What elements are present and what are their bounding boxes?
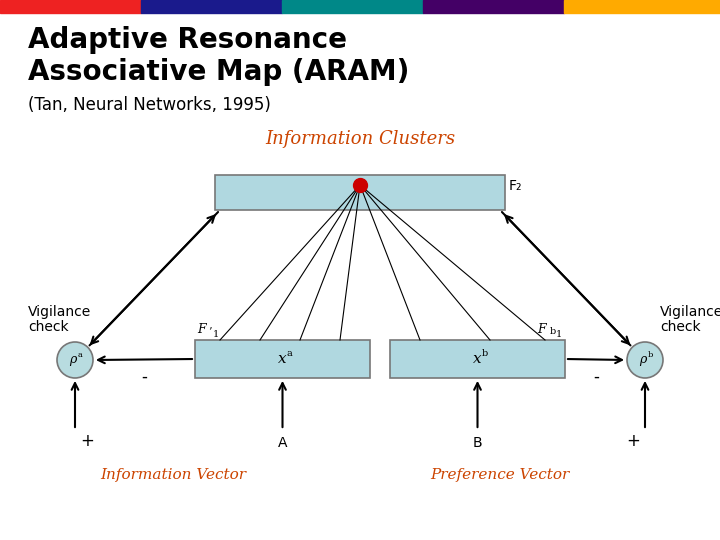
Text: a: a bbox=[287, 349, 292, 359]
Circle shape bbox=[627, 342, 663, 378]
Text: 1: 1 bbox=[556, 330, 562, 339]
Bar bbox=[423, 0, 564, 13]
Text: x: x bbox=[473, 352, 482, 366]
Text: F: F bbox=[537, 323, 546, 336]
Bar bbox=[141, 0, 282, 13]
Text: check: check bbox=[28, 320, 68, 334]
Text: ’: ’ bbox=[208, 326, 212, 336]
Text: (Tan, Neural Networks, 1995): (Tan, Neural Networks, 1995) bbox=[28, 96, 271, 114]
Text: +: + bbox=[80, 432, 94, 450]
Bar bbox=[282, 0, 423, 13]
Circle shape bbox=[57, 342, 93, 378]
Text: b: b bbox=[647, 351, 653, 359]
Bar bbox=[564, 0, 720, 13]
Text: Vigilance: Vigilance bbox=[28, 305, 91, 319]
Text: Vigilance: Vigilance bbox=[660, 305, 720, 319]
Text: ρ: ρ bbox=[69, 354, 77, 367]
Text: +: + bbox=[626, 432, 640, 450]
Bar bbox=[0, 0, 141, 13]
Text: 1: 1 bbox=[213, 330, 220, 339]
Text: -: - bbox=[593, 368, 599, 386]
Text: ρ: ρ bbox=[639, 354, 647, 367]
Text: F₂: F₂ bbox=[509, 179, 523, 193]
Bar bbox=[215, 175, 505, 210]
Text: F: F bbox=[197, 323, 206, 336]
Text: B: B bbox=[473, 436, 482, 450]
Text: Information Vector: Information Vector bbox=[100, 468, 246, 482]
Text: check: check bbox=[660, 320, 701, 334]
Text: Adaptive Resonance: Adaptive Resonance bbox=[28, 26, 347, 54]
Text: x: x bbox=[278, 352, 287, 366]
Text: Associative Map (ARAM): Associative Map (ARAM) bbox=[28, 58, 410, 86]
Bar bbox=[195, 340, 370, 378]
Text: Preference Vector: Preference Vector bbox=[430, 468, 570, 482]
Text: b: b bbox=[550, 327, 557, 336]
Bar bbox=[390, 340, 565, 378]
Text: -: - bbox=[141, 368, 147, 386]
Text: b: b bbox=[482, 349, 487, 359]
Text: Information Clusters: Information Clusters bbox=[265, 130, 455, 148]
Text: a: a bbox=[78, 351, 82, 359]
Text: A: A bbox=[278, 436, 287, 450]
